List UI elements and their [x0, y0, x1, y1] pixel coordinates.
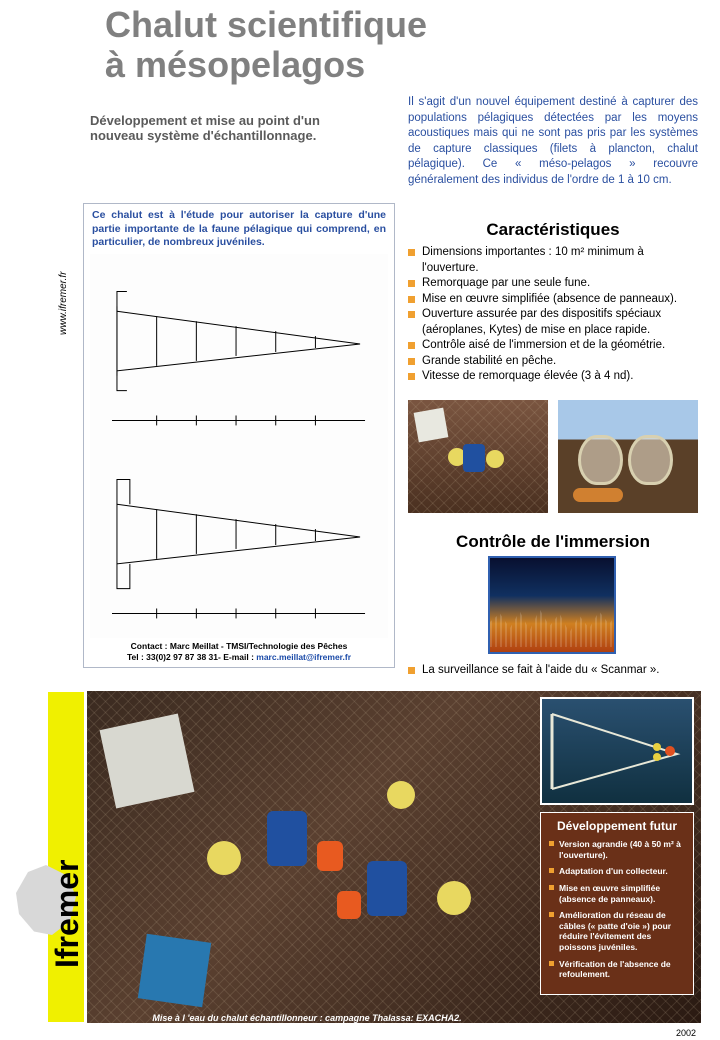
caract-item: Mise en œuvre simplifiée (absence de pan…: [408, 292, 700, 308]
contact-email[interactable]: marc.meillat@ifremer.fr: [256, 652, 351, 662]
caract-item: Contrôle aisé de l'immersion et de la gé…: [408, 338, 700, 354]
photo-equipment-deck-1: [408, 400, 548, 513]
future-item: Mise en œuvre simplifiée (absence de pan…: [549, 883, 685, 904]
trawl-schematic: [90, 254, 388, 638]
page-title: Chalut scientifique à mésopelagos: [105, 5, 427, 84]
contact-prefix: Tel : 33(0)2 97 87 38 31- E-mail :: [127, 652, 256, 662]
future-item: Vérification de l'absence de refoulement…: [549, 959, 685, 980]
photo-equipment-deck-2: [558, 400, 698, 513]
subtitle: Développement et mise au point d'un nouv…: [90, 113, 350, 143]
diagram-panel: Ce chalut est à l'étude pour autoriser l…: [83, 203, 395, 668]
title-line-1: Chalut scientifique: [105, 4, 427, 45]
intro-paragraph: Il s'agit d'un nouvel équipement destiné…: [408, 95, 698, 188]
future-item: Adaptation d'un collecteur.: [549, 866, 685, 877]
caract-item: Vitesse de remorquage élevée (3 à 4 nd).: [408, 369, 700, 385]
future-item: Version agrandie (40 à 50 m² à l'ouvertu…: [549, 839, 685, 860]
title-line-2: à mésopelagos: [105, 44, 365, 85]
scanmar-note: La surveillance se fait à l'aide du « Sc…: [408, 663, 700, 679]
heading-caracteristiques: Caractéristiques: [408, 220, 698, 240]
caract-item: Remorquage par une seule fune.: [408, 276, 700, 292]
caract-item: Ouverture assurée par des dispositifs sp…: [408, 307, 700, 338]
contact-line-1: Contact : Marc Meillat - TMSI/Technologi…: [84, 641, 394, 652]
ifremer-text: Ifremer: [49, 860, 86, 969]
contact-line-2: Tel : 33(0)2 97 87 38 31- E-mail : marc.…: [84, 652, 394, 663]
ifremer-bar: [48, 692, 84, 1022]
contact-block: Contact : Marc Meillat - TMSI/Technologi…: [84, 641, 394, 663]
caracteristiques-list: Dimensions importantes : 10 m² minimum à…: [408, 245, 700, 385]
heading-immersion: Contrôle de l'immersion: [408, 532, 698, 552]
photo-main-caption: Mise à l 'eau du chalut échantillonneur …: [87, 1013, 527, 1023]
url-vertical: www.ifremer.fr: [58, 271, 69, 335]
photo-sonar-screen: [488, 556, 616, 654]
scanmar-item: La surveillance se fait à l'aide du « Sc…: [408, 663, 700, 679]
future-dev-panel: Développement futur Version agrandie (40…: [540, 812, 694, 995]
caract-item: Dimensions importantes : 10 m² minimum à…: [408, 245, 700, 276]
diagram-intro: Ce chalut est à l'étude pour autoriser l…: [84, 204, 394, 252]
photo-aerial-trawl: [540, 697, 694, 805]
future-item: Amélioration du réseau de câbles (« patt…: [549, 910, 685, 953]
caract-item: Grande stabilité en pêche.: [408, 354, 700, 370]
year: 2002: [676, 1028, 696, 1038]
heading-future: Développement futur: [549, 819, 685, 833]
